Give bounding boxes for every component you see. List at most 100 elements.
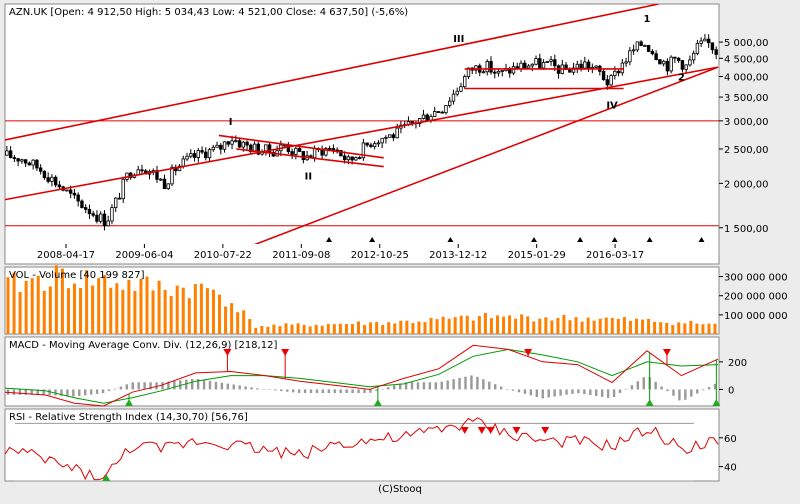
candle-body (459, 86, 463, 92)
volume-bar (230, 303, 234, 334)
candle-body (226, 141, 230, 145)
candle-body (380, 137, 384, 144)
candle-body (601, 70, 606, 81)
macd-histogram-bar (339, 389, 342, 394)
candle-body (5, 150, 9, 156)
wave-label: 2 (678, 72, 685, 83)
volume-bar (363, 325, 367, 334)
candle-body (297, 148, 302, 152)
candle-body (354, 157, 358, 161)
volume-bar (145, 276, 149, 334)
candle-body (114, 197, 118, 208)
marker-triangle (447, 237, 454, 242)
volume-bar (550, 320, 554, 334)
volume-bar (24, 280, 28, 334)
macd-buy-marker (373, 399, 382, 406)
candle-body (170, 166, 174, 185)
macd-histogram-bar (624, 389, 628, 390)
volume-y-tick-label: 100 000 000 (724, 311, 788, 322)
macd-histogram-bar (523, 389, 527, 394)
rsi-y-tick-label: 60 (724, 434, 737, 445)
macd-histogram-bar (268, 389, 271, 390)
volume-bar (598, 318, 602, 334)
macd-histogram-bar (363, 389, 366, 394)
volume-bar (634, 318, 638, 334)
candle-body (192, 153, 197, 158)
volume-bar (399, 320, 403, 334)
candle-body (369, 144, 373, 147)
macd-histogram-bar (606, 389, 610, 398)
candle-body (346, 156, 351, 161)
price-y-tick-label: 5 000,00 (724, 38, 769, 49)
candle-body (710, 42, 715, 51)
trendline (253, 66, 719, 244)
macd-histogram-bar (612, 389, 616, 398)
candle-body (703, 38, 707, 42)
volume-bar (139, 278, 143, 334)
volume-bar (665, 322, 669, 334)
volume-bar (604, 317, 608, 334)
macd-histogram-bar (416, 382, 420, 390)
candle-body (530, 63, 534, 67)
x-tick-label: 2011-09-08 (272, 250, 330, 261)
volume-bar (242, 310, 246, 334)
macd-histogram-bar (470, 375, 473, 390)
marker-triangle (530, 237, 537, 242)
macd-histogram-bar (185, 379, 188, 390)
candle-body (200, 150, 204, 153)
macd-histogram-bar (393, 385, 396, 390)
volume-bar (489, 318, 493, 334)
macd-histogram-bar (535, 389, 539, 397)
volume-bar (193, 284, 197, 334)
x-tick-label: 2016-03-17 (586, 250, 644, 261)
candle-body (575, 63, 580, 69)
candle-body (609, 75, 613, 86)
volume-bar (169, 295, 173, 334)
macd-histogram-bar (387, 387, 390, 390)
candle-body (493, 71, 497, 74)
volume-bar (60, 268, 64, 334)
volume-bar (405, 320, 409, 334)
macd-histogram-bar (95, 389, 99, 394)
macd-histogram-bar (327, 389, 331, 394)
candle-body (237, 140, 242, 148)
volume-bar (526, 316, 530, 334)
macd-histogram-bar (666, 389, 669, 392)
rsi-y-tick-label: 40 (724, 463, 737, 474)
volume-bar (689, 320, 693, 334)
volume-bar (284, 323, 288, 334)
candle-body (215, 144, 219, 148)
volume-chart: 100 000 000 200 000 000 300 000 000 (6, 265, 788, 334)
candle-body (485, 61, 489, 73)
candle-body (661, 60, 666, 65)
candle-body (444, 105, 448, 114)
macd-histogram-bar (600, 389, 604, 397)
macd-histogram-bar (642, 377, 645, 390)
macd-histogram-bar (511, 389, 515, 391)
volume-bar (369, 322, 373, 334)
candle-body (95, 214, 99, 222)
macd-histogram-bar (690, 389, 693, 397)
volume-bar (187, 298, 191, 334)
macd-histogram-bar (297, 389, 301, 393)
candle-body (204, 151, 208, 159)
macd-histogram-bar (565, 389, 568, 395)
macd-histogram-bar (369, 389, 372, 393)
macd-histogram-bar (232, 384, 235, 390)
candle-body (72, 192, 77, 196)
candle-body (654, 53, 658, 61)
rsi-sell-marker (486, 427, 495, 434)
volume-bar (411, 323, 415, 334)
volume-bar (556, 317, 560, 334)
volume-bar (199, 283, 203, 334)
candle-body (417, 118, 422, 124)
candle-body (534, 58, 538, 65)
volume-bar (544, 317, 548, 334)
macd-histogram-bar (173, 380, 176, 390)
macd-histogram-bar (452, 379, 455, 390)
volume-bar (181, 287, 185, 334)
marker-triangle (646, 237, 653, 242)
candle-body (357, 157, 362, 159)
volume-bar (97, 278, 101, 334)
macd-histogram-bar (54, 389, 57, 396)
